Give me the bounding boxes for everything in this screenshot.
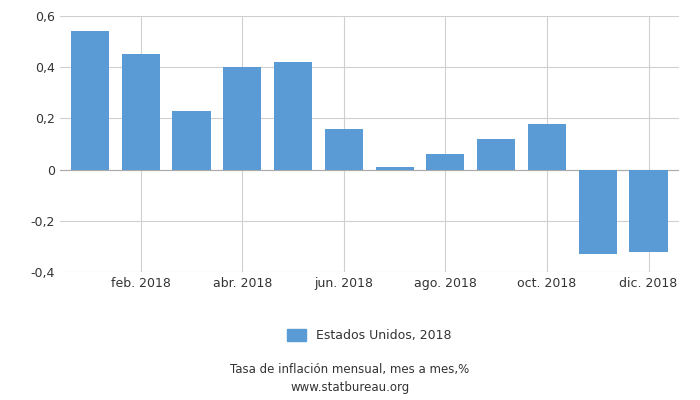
Bar: [426, 154, 465, 170]
Bar: [629, 170, 668, 252]
Text: www.statbureau.org: www.statbureau.org: [290, 382, 410, 394]
Bar: [172, 111, 211, 170]
Bar: [477, 139, 515, 170]
Bar: [325, 129, 363, 170]
Bar: [223, 67, 261, 170]
Bar: [122, 54, 160, 170]
Bar: [71, 31, 109, 170]
Text: Tasa de inflación mensual, mes a mes,%: Tasa de inflación mensual, mes a mes,%: [230, 364, 470, 376]
Bar: [376, 167, 414, 170]
Bar: [274, 62, 312, 170]
Bar: [528, 124, 566, 170]
Bar: [579, 170, 617, 254]
Legend: Estados Unidos, 2018: Estados Unidos, 2018: [282, 324, 456, 347]
